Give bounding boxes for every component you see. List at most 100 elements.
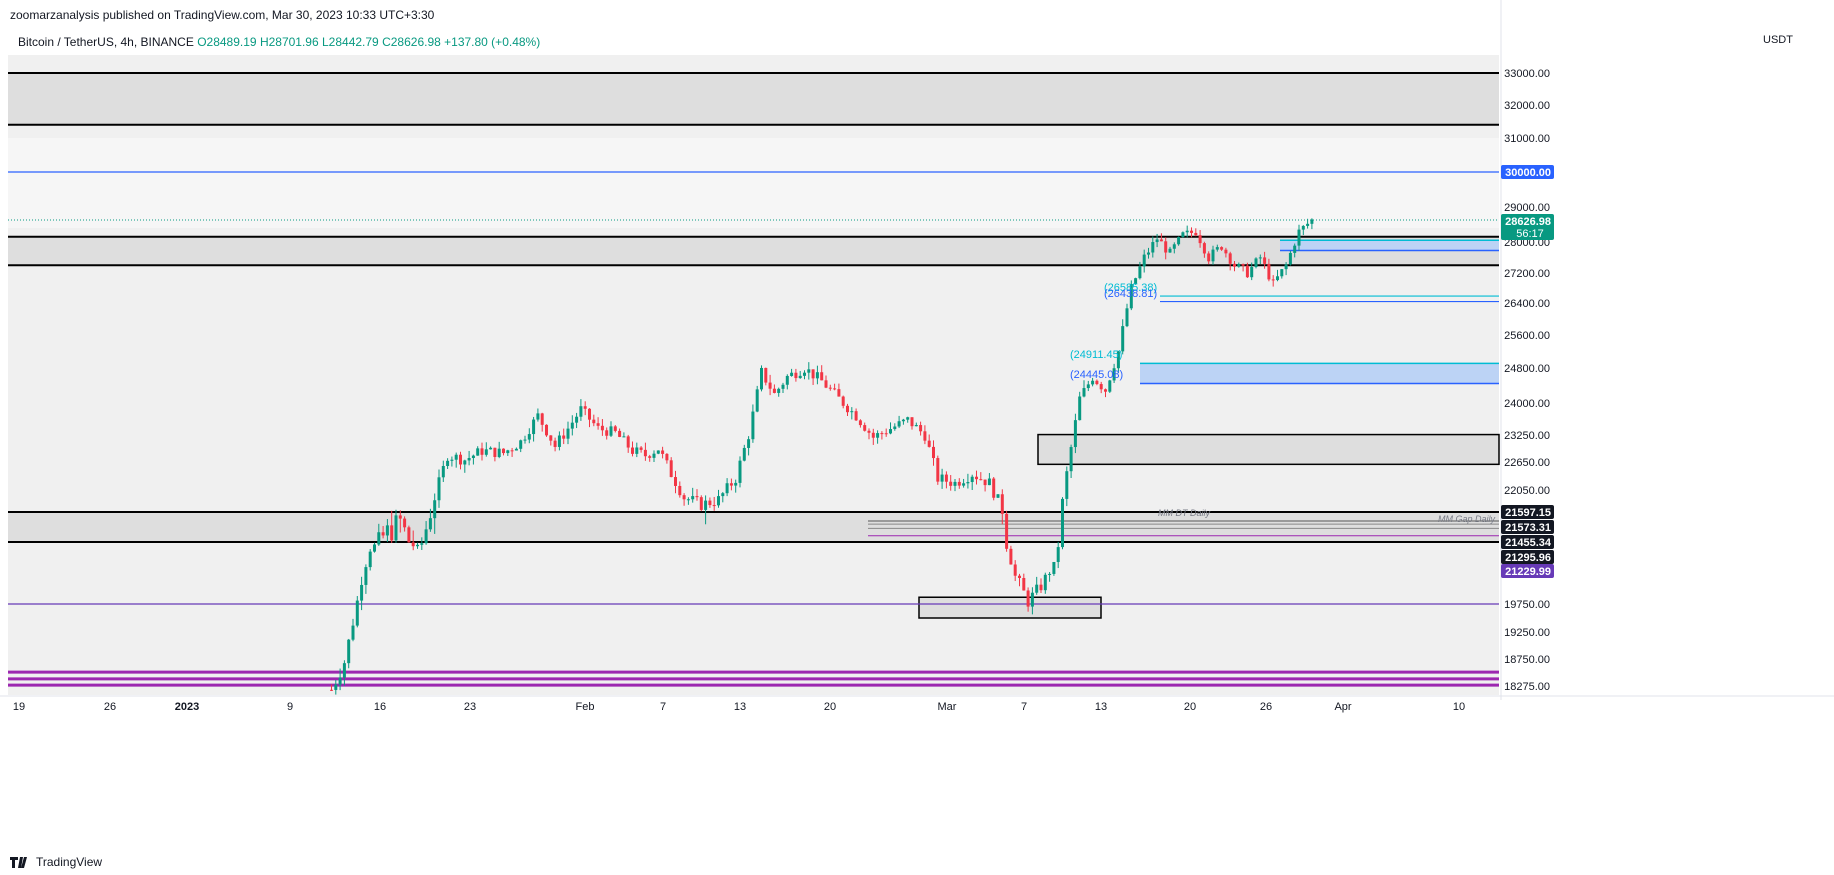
x-tick-label: 26 <box>1260 701 1272 713</box>
candle-body <box>962 483 966 486</box>
zones-layer <box>8 55 1500 695</box>
price-label-bg <box>1501 165 1554 179</box>
candle-body <box>519 440 523 449</box>
candle-body <box>721 493 725 497</box>
candle-body <box>351 625 355 640</box>
candle-body <box>1112 368 1116 381</box>
footer-brand[interactable]: TradingView <box>36 855 103 869</box>
x-tick-label: 13 <box>1095 701 1107 713</box>
candle-body <box>1220 247 1224 250</box>
candle-body <box>411 542 415 547</box>
x-tick-label: Mar <box>938 701 957 713</box>
candle-body <box>661 450 665 454</box>
candle-body <box>557 435 561 447</box>
candle-body <box>828 387 832 389</box>
candle-body <box>781 384 785 389</box>
candle-body <box>725 483 729 494</box>
candle-body <box>493 447 497 457</box>
annotation-label: (24445.08) <box>1070 369 1123 381</box>
candle-body <box>566 428 570 439</box>
candle-body <box>450 459 454 461</box>
candle-body <box>368 551 372 568</box>
x-tick-label: 10 <box>1453 701 1465 713</box>
candle-body <box>777 388 781 393</box>
candle-body <box>1211 249 1215 262</box>
candle-body <box>347 639 351 664</box>
candle-body <box>446 460 450 466</box>
zone-gray-19900 <box>918 596 1102 619</box>
candle-body <box>355 600 359 626</box>
candle-body <box>738 460 742 483</box>
candle-body <box>390 525 394 541</box>
candle-body <box>833 388 837 390</box>
candle-body <box>863 425 867 431</box>
candle-body <box>652 453 656 458</box>
candle-body <box>1151 242 1155 253</box>
annotation-label: (26585.38) <box>1104 282 1157 294</box>
candle-body <box>729 483 733 486</box>
x-tick-label: Apr <box>1334 701 1351 713</box>
y-tick-label: 22050.00 <box>1504 485 1550 497</box>
annotation-label: MM Gap Daily <box>1438 514 1496 524</box>
price-label: 30000.00 <box>1501 165 1554 179</box>
x-axis: 19 26 2023 9 16 23 Feb 7 13 20 Mar 7 13 20 26 Apr 10 <box>0 695 1834 713</box>
candle-body <box>841 396 845 406</box>
candle-body <box>1280 269 1284 277</box>
candle-body <box>876 433 880 438</box>
candle-body <box>1168 248 1172 253</box>
candle-body <box>463 460 467 465</box>
candle-body <box>476 448 480 456</box>
candle-body <box>846 405 849 413</box>
candle-body <box>691 496 695 500</box>
candle-body <box>858 420 862 426</box>
candle-body <box>489 447 493 450</box>
candle-body <box>889 429 892 434</box>
candle-body <box>342 663 346 678</box>
candle-body <box>678 485 682 496</box>
candle-body <box>532 419 536 435</box>
y-tick-label: 22650.00 <box>1504 457 1550 469</box>
candle-body <box>1026 590 1030 607</box>
candle-body <box>1271 279 1275 281</box>
candle-body <box>712 505 716 507</box>
candles-layer <box>330 218 1314 695</box>
candle-body <box>1164 241 1168 253</box>
candle-body <box>747 439 751 448</box>
annotations-layer: (26585.38)(26438.81) (24911.45) (24445.08)… <box>1070 282 1496 524</box>
candle-body <box>428 518 432 530</box>
price-label-bg <box>1501 214 1554 240</box>
candle-body <box>742 447 746 461</box>
candle-body <box>914 425 918 427</box>
symbol-name[interactable]: Bitcoin / TetherUS, 4h, BINANCE <box>18 35 194 49</box>
price-label-text: 21597.15 <box>1505 507 1551 519</box>
candle-body <box>1250 267 1254 278</box>
price-label: 21229.99 <box>1501 564 1554 578</box>
candle-body <box>1082 388 1086 397</box>
x-tick-label: 16 <box>374 701 386 713</box>
candle-body <box>480 448 484 455</box>
candle-body <box>919 425 923 432</box>
candle-body <box>910 417 914 427</box>
candle-body <box>987 478 991 486</box>
ohlc-close: C28626.98 <box>382 35 441 49</box>
candle-body <box>497 448 501 457</box>
x-tick-label: 7 <box>1021 701 1027 713</box>
candle-body <box>983 479 987 486</box>
candle-body <box>1048 573 1052 575</box>
candle-body <box>570 422 574 429</box>
candle-body <box>1086 384 1090 389</box>
candle-body <box>471 455 475 459</box>
candle-body <box>1276 276 1279 281</box>
candle-body <box>1237 264 1241 267</box>
price-label-bg <box>1501 564 1554 578</box>
candle-body <box>510 450 514 452</box>
candle-body <box>970 476 974 483</box>
candle-body <box>545 424 548 436</box>
candle-body <box>798 375 802 379</box>
published-text: zoomarzanalysis published on TradingView… <box>10 8 435 22</box>
candle-body <box>1254 258 1258 268</box>
candle-body <box>467 458 471 461</box>
y-tick-label: 19750.00 <box>1504 599 1550 611</box>
